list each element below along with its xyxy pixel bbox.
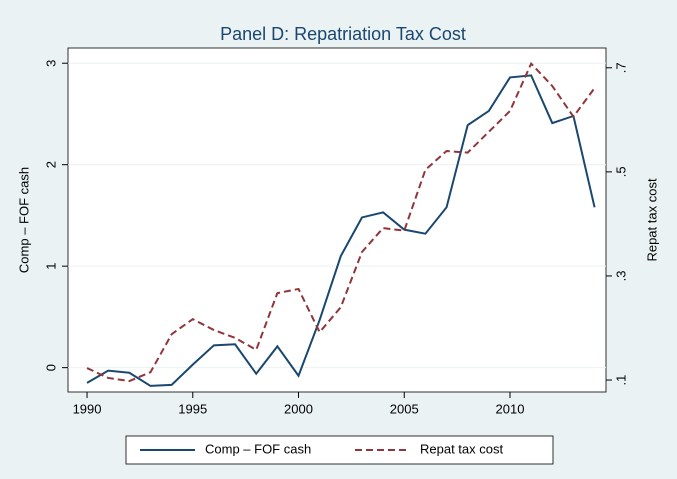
legend xyxy=(125,435,554,465)
y-axis-label: Comp – FOF cash xyxy=(16,167,31,273)
y2-tick-label: .1 xyxy=(613,375,628,386)
y2-tick-label: .3 xyxy=(613,271,628,282)
x-tick-label: 1990 xyxy=(73,401,102,416)
x-tick-label: 2005 xyxy=(390,401,419,416)
y-tick-label: 0 xyxy=(43,364,58,371)
x-tick-label: 1995 xyxy=(178,401,207,416)
y-tick-label: 1 xyxy=(43,263,58,270)
y-tick-label: 2 xyxy=(43,161,58,168)
y2-tick-label: .5 xyxy=(613,166,628,177)
chart-title: Panel D: Repatriation Tax Cost xyxy=(220,24,466,44)
y2-axis-label: Repat tax cost xyxy=(644,178,659,261)
x-tick-label: 2010 xyxy=(496,401,525,416)
x-tick-label: 2000 xyxy=(284,401,313,416)
series-line xyxy=(86,61,596,383)
legend-label: Repat tax cost xyxy=(420,441,503,456)
y2-tick-label: .7 xyxy=(613,62,628,73)
y-tick-label: 3 xyxy=(43,60,58,67)
plot-area xyxy=(67,47,607,393)
series-line xyxy=(86,74,596,387)
legend-label: Comp – FOF cash xyxy=(205,441,311,456)
